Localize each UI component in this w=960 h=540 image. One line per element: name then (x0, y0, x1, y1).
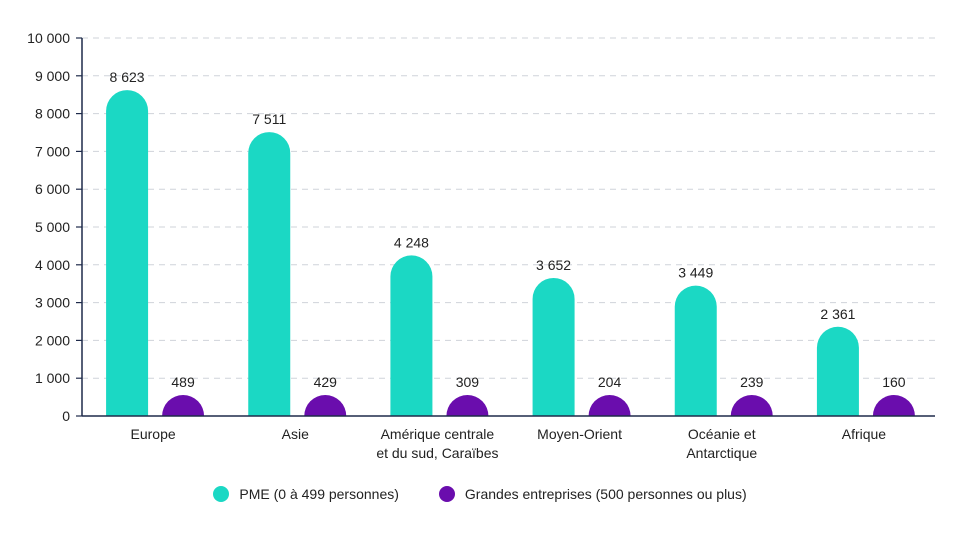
legend-swatch-grandes-entreprises (438, 486, 455, 502)
y-tick-label: 3 000 (35, 295, 70, 311)
bar-pme (106, 90, 149, 416)
legend: PME (0 à 499 personnes) Grandes entrepri… (0, 486, 960, 502)
y-tick-label: 2 000 (35, 332, 70, 348)
bar-grandes-entreprises (872, 395, 915, 416)
bars (106, 90, 915, 416)
legend-item-pme[interactable]: PME (0 à 499 personnes) (213, 486, 399, 502)
x-tick-label: Afrique (842, 426, 887, 442)
y-tick-label: 0 (62, 408, 70, 424)
legend-item-grandes-entreprises[interactable]: Grandes entreprises (500 personnes ou pl… (438, 486, 747, 502)
y-tick-label: 8 000 (35, 106, 70, 122)
bar-grandes-entreprises (162, 395, 205, 416)
legend-label-grandes-entreprises: Grandes entreprises (500 personnes ou pl… (464, 486, 747, 502)
x-tick-label: Moyen-Orient (537, 426, 622, 442)
y-tick-label: 5 000 (35, 219, 70, 235)
bar-pme (390, 255, 433, 416)
data-label: 3 652 (536, 257, 571, 273)
bar-grandes-entreprises (304, 395, 347, 416)
y-tick-label: 4 000 (35, 257, 70, 273)
y-tick-label: 9 000 (35, 68, 70, 84)
data-label: 239 (740, 374, 764, 390)
data-label: 204 (598, 374, 622, 390)
x-tick-label: Europe (131, 426, 176, 442)
bar-grandes-entreprises (446, 395, 489, 416)
data-label: 8 623 (110, 69, 145, 85)
bar-chart: 0 1 000 2 000 3 000 4 000 5 000 6 000 7 000 8 00… (27, 30, 935, 461)
x-tick-label: Asie (282, 426, 309, 442)
bar-grandes-entreprises (588, 395, 631, 416)
data-label: 309 (456, 374, 480, 390)
data-label: 7 511 (252, 111, 286, 127)
x-tick-label: Océanie et (688, 426, 756, 442)
legend-swatch-pme (213, 486, 230, 502)
data-label: 429 (314, 374, 338, 390)
y-axis-ticks: 0 1 000 2 000 3 000 4 000 5 000 6 000 7 000 8 00… (27, 30, 82, 424)
data-labels: 8 623 489 7 511 429 4 248 309 3 652 204 3 449 239… (110, 69, 906, 390)
bar-pme (532, 277, 575, 416)
data-label: 3 449 (678, 265, 713, 281)
x-tick-label: et du sud, Caraïbes (376, 445, 498, 461)
data-label: 489 (171, 374, 195, 390)
bar-pme (248, 132, 291, 416)
x-tick-label: Antarctique (686, 445, 757, 461)
data-label: 160 (882, 374, 906, 390)
gridlines (82, 37, 935, 379)
y-tick-label: 10 000 (27, 30, 70, 46)
x-tick-label: Amérique centrale (381, 426, 495, 442)
data-label: 4 248 (394, 234, 429, 250)
y-tick-label: 1 000 (35, 370, 70, 386)
bar-pme (674, 285, 717, 416)
bar-pme (816, 326, 859, 416)
x-axis-ticks: Europe Asie Amérique centrale et du sud, Ca… (131, 426, 887, 461)
data-label: 2 361 (820, 306, 855, 322)
legend-label-pme: PME (0 à 499 personnes) (239, 486, 399, 502)
y-tick-label: 7 000 (35, 143, 70, 159)
y-tick-label: 6 000 (35, 181, 70, 197)
bar-grandes-entreprises (730, 395, 773, 416)
